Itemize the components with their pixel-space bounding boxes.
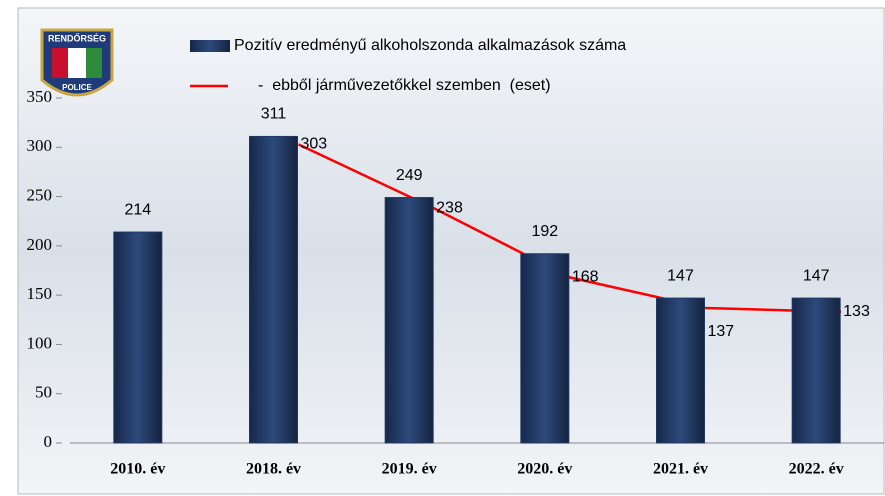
data-label: 137 <box>708 323 735 340</box>
y-tick-label: 200 <box>27 235 53 254</box>
logo-stripe <box>86 48 102 78</box>
logo-stripe <box>68 48 86 78</box>
data-label: 303 <box>301 136 328 153</box>
x-tick-label: 2021. év <box>653 461 708 478</box>
x-tick-label: 2020. év <box>517 461 572 478</box>
data-label: 133 <box>843 303 870 320</box>
data-label: 147 <box>803 267 830 284</box>
x-tick-label: 2019. év <box>382 461 437 478</box>
x-tick-label: 2022. év <box>789 461 844 478</box>
logo-text: POLICE <box>62 83 92 92</box>
legend-label: - ebből járművezetőkkel szemben (eset) <box>258 77 551 94</box>
logo: RENDŐRSÉG POLICE <box>40 28 114 97</box>
y-tick-label: 50 <box>35 383 52 402</box>
legend-swatch <box>190 40 230 52</box>
bar <box>791 297 841 444</box>
y-tick-label: 300 <box>27 136 53 155</box>
logo-text: RENDŐRSÉG <box>48 32 106 43</box>
data-label: 249 <box>396 167 423 184</box>
bar <box>113 231 163 444</box>
x-tick-label: 2018. év <box>246 461 301 478</box>
data-label: 168 <box>572 269 599 286</box>
y-tick-label: 250 <box>27 185 53 204</box>
bar <box>520 253 570 444</box>
data-label: 147 <box>667 267 694 284</box>
bar <box>656 297 705 444</box>
legend-label: Pozitív eredményű alkoholszonda alkalmaz… <box>234 37 626 54</box>
data-label: 192 <box>531 223 558 240</box>
y-tick-label: 100 <box>27 333 53 352</box>
logo-stripe <box>52 48 68 78</box>
y-tick-label: 150 <box>27 284 53 303</box>
bar <box>249 135 298 444</box>
data-label: 238 <box>436 200 463 217</box>
x-tick-label: 2010. év <box>110 461 165 478</box>
y-tick-label: 350 <box>27 87 53 106</box>
data-label: 311 <box>261 106 287 123</box>
line <box>297 143 842 314</box>
y-tick-label: 0 <box>44 432 53 451</box>
bar <box>384 197 434 444</box>
data-label: 214 <box>124 201 151 218</box>
